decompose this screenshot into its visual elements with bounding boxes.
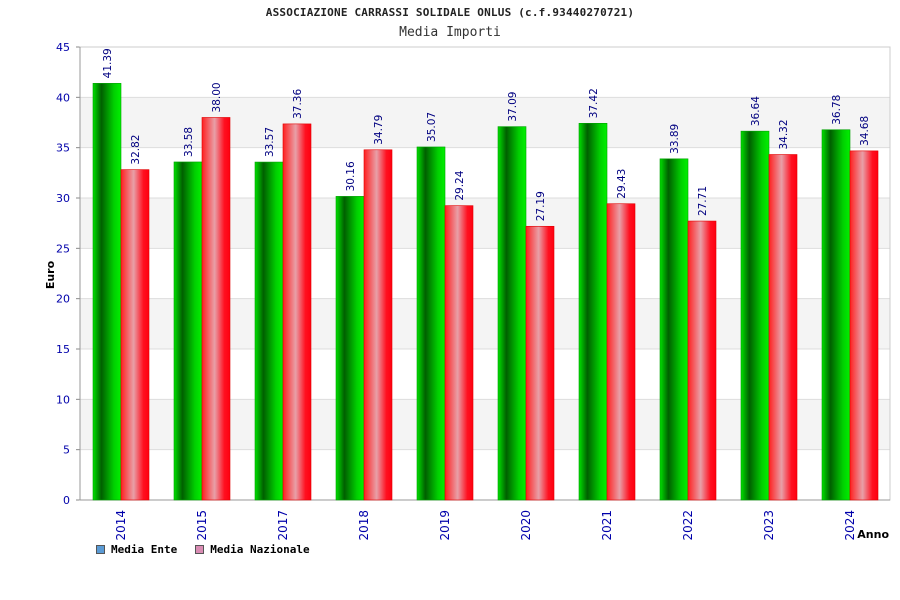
x-tick-label: 2018 — [357, 510, 371, 541]
x-tick-label: 2020 — [519, 510, 533, 541]
data-label: 33.89 — [669, 124, 681, 154]
data-label: 32.82 — [130, 135, 142, 165]
bar — [821, 129, 851, 501]
data-label: 34.32 — [778, 119, 790, 149]
data-label: 33.57 — [264, 127, 276, 157]
bar — [416, 146, 446, 501]
y-tick-label: 45 — [56, 41, 70, 54]
y-tick-label: 35 — [56, 142, 70, 155]
y-tick-label: 20 — [56, 293, 70, 306]
bar — [687, 220, 717, 501]
bar — [120, 169, 150, 501]
y-tick-label: 10 — [56, 393, 70, 406]
data-label: 36.78 — [831, 95, 843, 125]
y-tick-label: 30 — [56, 192, 70, 205]
y-axis-label: Euro — [44, 260, 57, 289]
bar — [606, 203, 636, 501]
x-tick-label: 2014 — [114, 510, 128, 541]
x-axis-label: Anno — [857, 528, 889, 541]
x-tick-label: 2019 — [438, 510, 452, 541]
x-tick-label: 2021 — [600, 510, 614, 541]
data-label: 41.39 — [102, 48, 114, 78]
data-label: 35.07 — [426, 112, 438, 142]
legend-swatch-media-ente — [96, 545, 105, 554]
bar — [740, 130, 770, 501]
data-label: 34.79 — [373, 115, 385, 145]
grid-band — [80, 47, 890, 98]
bar — [659, 158, 689, 501]
data-label: 27.71 — [697, 186, 709, 216]
x-tick-label: 2024 — [843, 510, 857, 541]
data-label: 29.43 — [616, 169, 628, 199]
x-tick-label: 2022 — [681, 510, 695, 541]
bar — [768, 154, 798, 501]
legend-label-media-nazionale: Media Nazionale — [210, 543, 310, 556]
data-label: 37.09 — [507, 92, 519, 122]
y-tick-label: 25 — [56, 242, 70, 255]
chart-title: ASSOCIAZIONE CARRASSI SOLIDALE ONLUS (c.… — [265, 6, 635, 19]
data-label: 34.68 — [859, 116, 871, 146]
y-tick-label: 5 — [63, 444, 70, 457]
y-tick-label: 0 — [63, 494, 70, 507]
x-tick-label: 2015 — [195, 510, 209, 541]
y-tick-label: 40 — [56, 91, 70, 104]
y-tick-label: 15 — [56, 343, 70, 356]
data-label: 36.64 — [750, 96, 762, 126]
legend-item-media-nazionale: Media Nazionale — [195, 543, 310, 556]
bar — [335, 196, 365, 501]
legend-swatch-media-nazionale — [195, 545, 205, 554]
bar — [201, 117, 231, 501]
bar — [525, 225, 555, 501]
x-tick-label: 2023 — [762, 510, 776, 541]
data-label: 30.16 — [345, 161, 357, 191]
data-label: 33.58 — [183, 127, 195, 157]
legend-item-media-ente: Media Ente — [96, 543, 177, 556]
bar — [444, 205, 474, 501]
data-label: 37.42 — [588, 88, 600, 118]
legend-label-media-ente: Media Ente — [111, 543, 178, 556]
chart-subtitle: Media Importi — [399, 25, 501, 40]
x-tick-label: 2017 — [276, 510, 290, 541]
bar — [173, 161, 203, 501]
bar — [282, 123, 312, 501]
data-label: 27.19 — [535, 191, 547, 221]
data-label: 29.24 — [454, 170, 466, 200]
bar — [92, 83, 122, 501]
bar — [578, 123, 608, 501]
data-label: 38.00 — [211, 82, 223, 112]
bar — [363, 149, 393, 501]
data-label: 37.36 — [292, 89, 304, 119]
bar — [254, 161, 284, 501]
bar — [849, 150, 879, 501]
bar — [497, 126, 527, 501]
legend: Media Ente Media Nazionale — [96, 543, 310, 556]
